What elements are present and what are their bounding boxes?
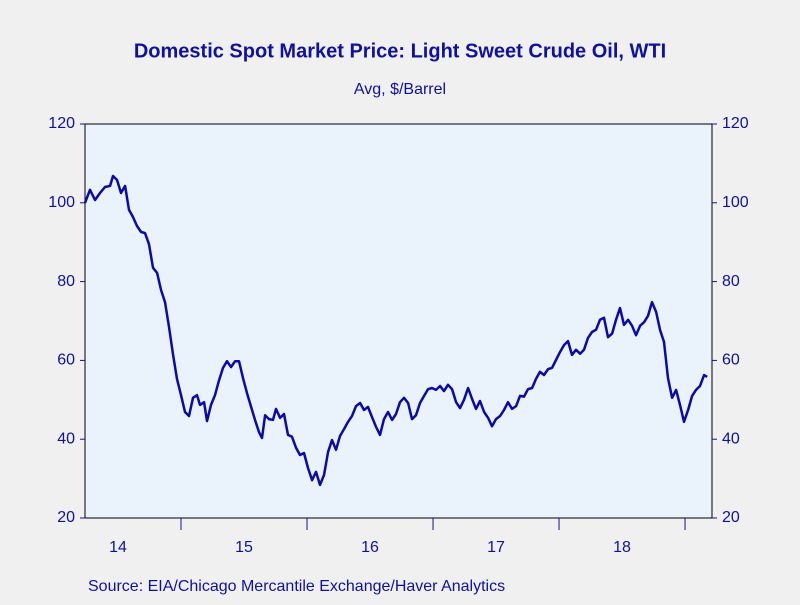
y2-tick-label: 80 (722, 273, 740, 290)
y-tick-label: 80 (57, 273, 75, 290)
y2-tick-label: 120 (722, 115, 749, 132)
y-tick-label: 120 (48, 115, 75, 132)
y-tick-label: 100 (48, 194, 75, 211)
y2-tick-label: 20 (722, 509, 740, 526)
y2-tick-label: 40 (722, 430, 740, 447)
x-tick-label: 15 (235, 539, 253, 556)
chart-subtitle: Avg, $/Barrel (354, 81, 446, 98)
y2-tick-label: 100 (722, 194, 749, 211)
y-tick-label: 20 (57, 509, 75, 526)
x-tick-label: 18 (613, 539, 631, 556)
x-tick-label: 14 (109, 539, 127, 556)
y-tick-label: 60 (57, 352, 75, 369)
x-tick-label: 16 (361, 539, 379, 556)
source-note: Source: EIA/Chicago Mercantile Exchange/… (88, 578, 505, 595)
plot-area (84, 123, 713, 519)
chart-title: Domestic Spot Market Price: Light Sweet … (134, 40, 666, 62)
price-line (83, 174, 708, 487)
y-tick-label: 40 (57, 430, 75, 447)
y2-tick-label: 60 (722, 352, 740, 369)
x-tick-label: 17 (487, 539, 505, 556)
